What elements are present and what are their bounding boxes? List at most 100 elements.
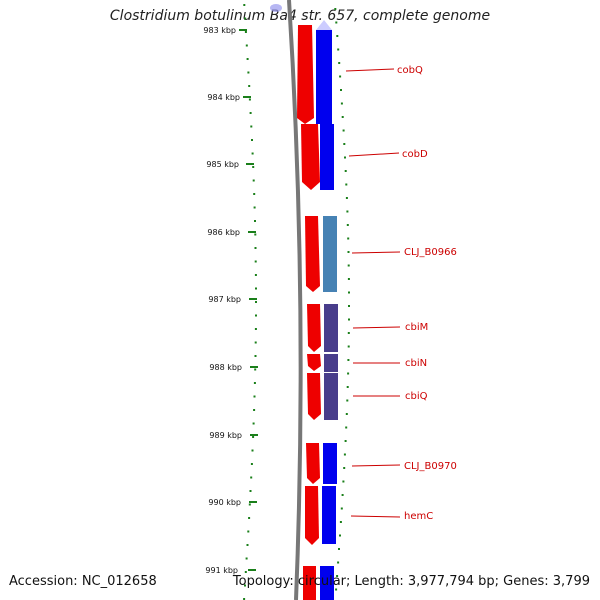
ruler-tick-label: 983 kbp (203, 26, 236, 35)
minor-tick (344, 440, 347, 442)
ruler-tick-label: 984 kbp (207, 93, 240, 102)
minor-tick (336, 575, 339, 577)
minor-tick (343, 143, 346, 145)
minor-tick (254, 247, 257, 249)
minor-tick (345, 197, 348, 199)
minor-tick (254, 274, 257, 276)
minor-tick (338, 548, 340, 550)
gene-arrow-forward (297, 25, 314, 124)
minor-tick (341, 494, 344, 496)
gene-bar-reverse (320, 124, 334, 190)
minor-tick (244, 31, 247, 33)
minor-tick (339, 75, 342, 78)
minor-tick (339, 534, 341, 537)
minor-tick (340, 102, 343, 105)
minor-tick (255, 301, 257, 303)
minor-tick (250, 476, 253, 479)
minor-tick (252, 436, 255, 438)
gene-label: CLJ_B0966 (351, 247, 457, 258)
ruler-tick: 987 kbp (208, 295, 257, 304)
ruler-tick: 983 kbp (203, 26, 247, 35)
minor-tick (346, 386, 349, 388)
minor-tick (248, 85, 251, 87)
ruler-tick: 991 kbp (205, 566, 256, 575)
minor-tick (347, 237, 350, 240)
ruler: 983 kbp 984 kbp 985 kbp 986 kbp 987 kbp … (203, 26, 258, 575)
minor-tick (246, 544, 249, 546)
gene-arrow-forward (307, 354, 321, 371)
minor-tick (337, 48, 340, 51)
minor-tick (254, 355, 257, 357)
minor-tick (344, 156, 346, 159)
gene-label-text: CLJ_B0966 (404, 247, 457, 258)
minor-tick (336, 35, 339, 37)
minor-tick (254, 368, 257, 371)
minor-tick (252, 422, 255, 425)
minor-tick (255, 314, 257, 317)
minor-tick (342, 480, 345, 483)
minor-tick (343, 453, 346, 456)
map-title: Clostridium botulinum Ba4 str. 657, comp… (109, 8, 491, 24)
gene-label-text: cbiQ (405, 391, 428, 402)
gene-label: cobD (348, 149, 428, 160)
minor-tick (246, 58, 249, 60)
gene-label: hemC (350, 511, 433, 522)
gene-bar-reverse (316, 30, 332, 124)
minor-tick (244, 571, 247, 573)
minor-tick (253, 409, 256, 411)
minor-tick (334, 8, 337, 10)
minor-tick (345, 426, 348, 429)
minor-tick (254, 328, 257, 330)
minor-tick (252, 166, 255, 168)
minor-tick (254, 341, 257, 344)
gene-arrow-forward (303, 566, 316, 600)
minor-tick (348, 318, 350, 321)
minor-tick (248, 98, 251, 101)
ruler-tick: 985 kbp (206, 160, 254, 169)
minor-tick (347, 332, 350, 334)
minor-tick (338, 62, 341, 64)
minor-tick (244, 584, 246, 587)
minor-tick (347, 264, 350, 267)
minor-tick (337, 561, 340, 564)
minor-tick (249, 112, 252, 114)
ruler-tick-label: 985 kbp (206, 160, 239, 169)
minor-tick (245, 44, 248, 47)
minor-tick (345, 183, 348, 186)
minor-tick (348, 291, 350, 294)
gene-label: cbiM (352, 322, 428, 333)
minor-tick (253, 395, 256, 398)
minor-tick (250, 463, 253, 465)
gene-label: cbiN (353, 358, 427, 369)
minor-tick (247, 530, 250, 533)
accession-label: Accession: NC_012658 (9, 574, 157, 589)
ruler-tick-label: 988 kbp (209, 363, 242, 372)
backbone-marker (270, 4, 282, 12)
gene-label-text: cbiN (405, 358, 427, 369)
minor-tick (249, 490, 252, 492)
minor-tick (253, 206, 256, 209)
gene-arrow-forward (306, 443, 320, 484)
minor-tick (346, 210, 349, 213)
gene-label: CLJ_B0970 (351, 461, 457, 472)
left-dotted-guide (243, 4, 257, 600)
minor-tick (254, 260, 257, 263)
minor-tick (253, 382, 256, 384)
minor-tick (346, 399, 349, 402)
minor-tick (248, 517, 251, 519)
ruler-tick-label: 987 kbp (208, 295, 241, 304)
minor-tick (347, 372, 350, 375)
genome-backbone (287, 0, 303, 600)
reverse-strand (316, 20, 338, 600)
gene-label-text: hemC (404, 511, 433, 522)
minor-tick (247, 71, 250, 74)
minor-tick (251, 152, 254, 155)
minor-tick (345, 413, 348, 415)
minor-tick (335, 21, 338, 24)
minor-tick (342, 129, 345, 132)
minor-tick (347, 345, 350, 348)
gene-bar-reverse (323, 443, 337, 484)
minor-tick (243, 598, 246, 600)
minor-tick (244, 17, 247, 20)
minor-tick (346, 224, 349, 226)
